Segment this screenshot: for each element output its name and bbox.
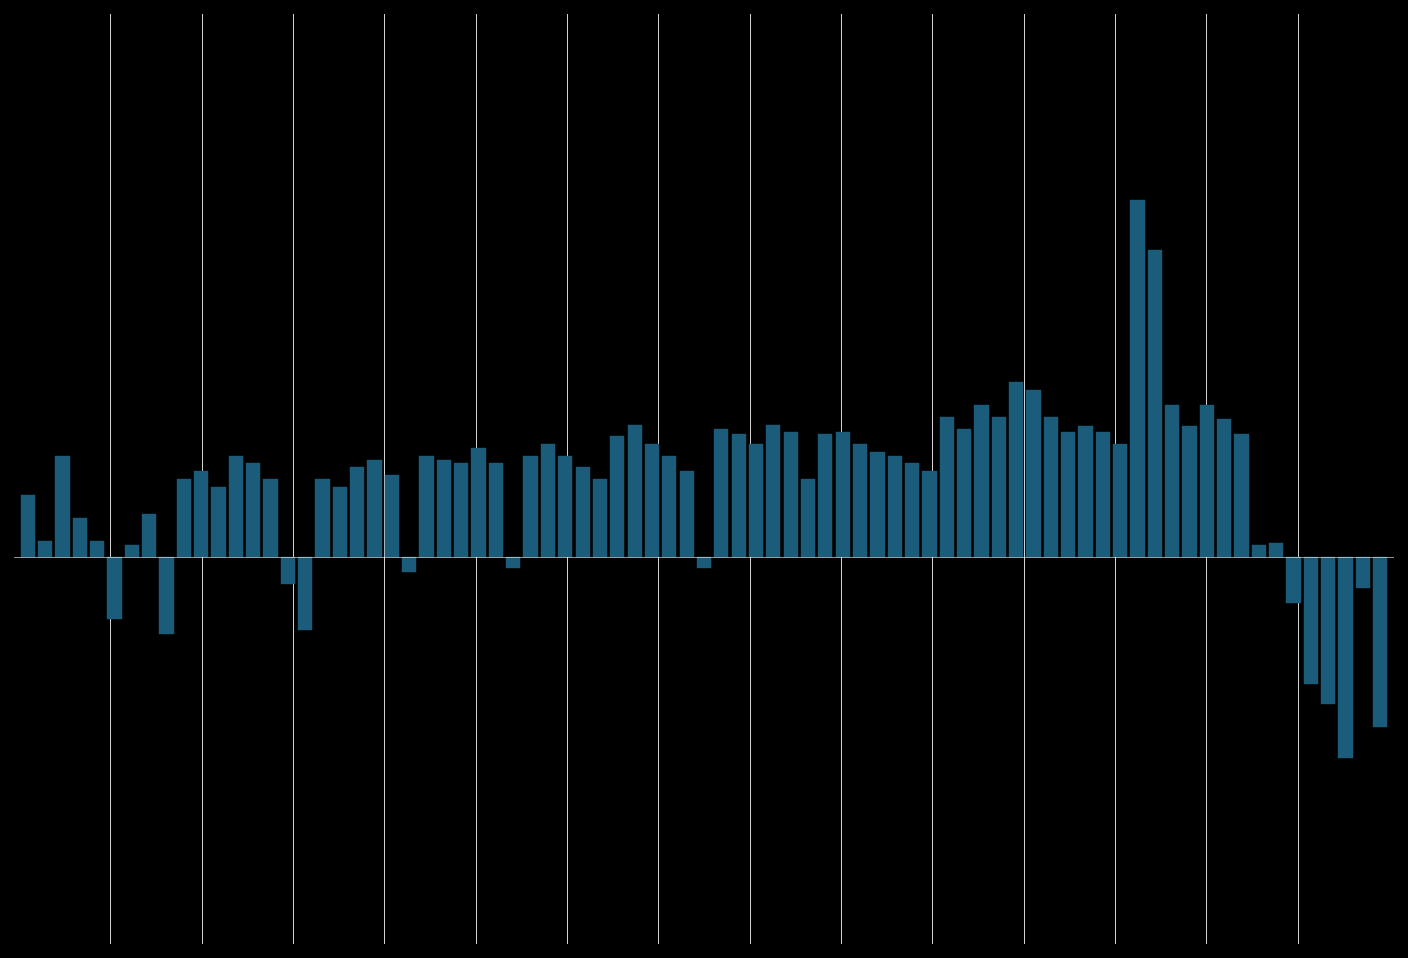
Bar [1062, 432, 1076, 557]
Bar [593, 479, 607, 557]
Bar [332, 487, 346, 557]
Bar [280, 557, 294, 583]
Bar [142, 513, 156, 557]
Bar [505, 557, 521, 568]
Bar [403, 557, 417, 572]
Bar [55, 456, 69, 557]
Bar [801, 479, 815, 557]
Bar [21, 494, 35, 557]
Bar [73, 517, 87, 557]
Bar [680, 471, 694, 557]
Bar [732, 434, 746, 557]
Bar [125, 545, 139, 557]
Bar [1217, 419, 1231, 557]
Bar [159, 557, 173, 634]
Bar [524, 456, 538, 557]
Bar [887, 456, 903, 557]
Bar [367, 460, 382, 557]
Bar [818, 434, 832, 557]
Bar [455, 464, 469, 557]
Bar [835, 432, 850, 557]
Bar [1010, 382, 1024, 557]
Bar [1148, 250, 1162, 557]
Bar [1304, 557, 1318, 684]
Bar [1373, 557, 1387, 727]
Bar [558, 456, 573, 557]
Bar [1026, 390, 1041, 557]
Bar [939, 417, 953, 557]
Bar [645, 445, 659, 557]
Bar [1131, 200, 1145, 557]
Bar [1095, 432, 1110, 557]
Bar [194, 471, 208, 557]
Bar [420, 456, 434, 557]
Bar [922, 471, 936, 557]
Bar [384, 475, 398, 557]
Bar [1356, 557, 1370, 587]
Bar [1235, 434, 1249, 557]
Bar [662, 456, 676, 557]
Bar [263, 479, 277, 557]
Bar [870, 452, 884, 557]
Bar [1252, 545, 1266, 557]
Bar [90, 541, 104, 557]
Bar [1339, 557, 1353, 758]
Bar [905, 464, 919, 557]
Bar [436, 460, 451, 557]
Bar [351, 468, 365, 557]
Bar [38, 541, 52, 557]
Bar [177, 479, 191, 557]
Bar [1200, 405, 1214, 557]
Bar [1043, 417, 1057, 557]
Bar [1269, 542, 1283, 557]
Bar [1114, 445, 1128, 557]
Bar [853, 445, 867, 557]
Bar [974, 405, 988, 557]
Bar [766, 424, 780, 557]
Bar [489, 464, 503, 557]
Bar [472, 448, 486, 557]
Bar [315, 479, 329, 557]
Bar [957, 428, 972, 557]
Bar [1164, 405, 1180, 557]
Bar [1183, 426, 1197, 557]
Bar [541, 445, 555, 557]
Bar [697, 557, 711, 568]
Bar [610, 436, 624, 557]
Bar [1079, 426, 1093, 557]
Bar [246, 464, 260, 557]
Bar [211, 487, 225, 557]
Bar [228, 456, 244, 557]
Bar [784, 432, 798, 557]
Bar [714, 428, 728, 557]
Bar [749, 445, 763, 557]
Bar [107, 557, 121, 619]
Bar [1321, 557, 1335, 704]
Bar [628, 424, 642, 557]
Bar [991, 417, 1005, 557]
Bar [576, 468, 590, 557]
Bar [298, 557, 313, 630]
Bar [1287, 557, 1301, 603]
